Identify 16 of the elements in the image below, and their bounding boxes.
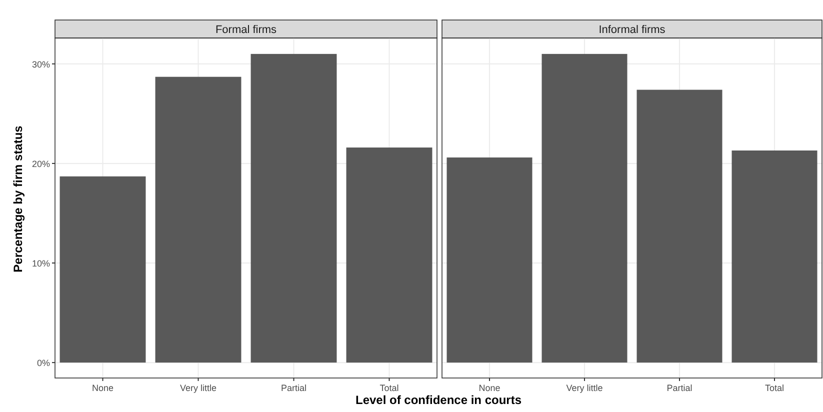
y-tick-label: 20% [32, 158, 50, 169]
x-tick-label: Very little [180, 383, 217, 393]
x-axis-title: Level of confidence in courts [355, 393, 522, 407]
chart-title: Formal firms [215, 24, 278, 36]
x-tick-label: Partial [666, 383, 692, 393]
x-tick-label: None [92, 383, 114, 393]
x-tick-label: Partial [280, 383, 307, 393]
chart-title: Informal firms [598, 24, 666, 36]
x-tick-label: Total [380, 383, 399, 393]
x-tick-label: Total [764, 383, 784, 393]
y-tick-label: 0% [36, 358, 50, 368]
y-tick-label: 10% [32, 258, 50, 269]
y-axis-title: Percentage by firm status [11, 125, 25, 272]
x-tick-label: Very little [566, 383, 603, 393]
y-tick-label: 30% [32, 59, 50, 70]
x-tick-label: None [478, 383, 500, 393]
